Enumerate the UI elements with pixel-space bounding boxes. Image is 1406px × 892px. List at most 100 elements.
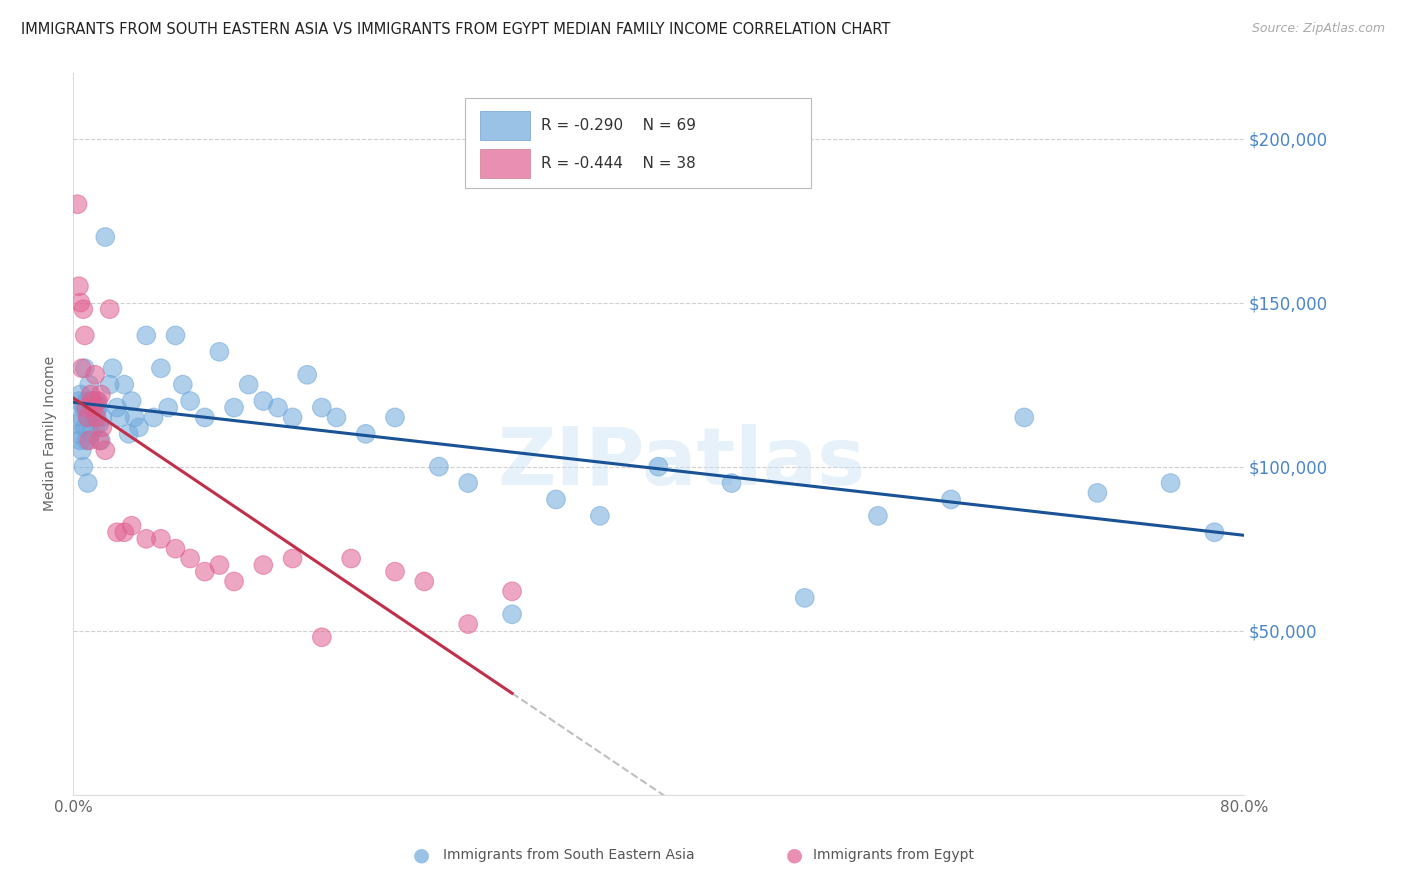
Point	[79, 426, 101, 441]
Point	[83, 401, 105, 415]
Point	[267, 401, 290, 415]
Point	[222, 401, 245, 415]
Point	[281, 410, 304, 425]
FancyBboxPatch shape	[481, 112, 530, 140]
Point	[75, 401, 97, 415]
Point	[413, 574, 436, 589]
Point	[98, 302, 121, 317]
Point	[501, 584, 523, 599]
Point	[252, 394, 274, 409]
Point	[457, 476, 479, 491]
FancyBboxPatch shape	[481, 149, 530, 178]
Point	[67, 394, 90, 409]
Point	[172, 377, 194, 392]
Point	[72, 459, 94, 474]
Point	[297, 368, 319, 382]
Point	[720, 476, 742, 491]
Point	[76, 410, 98, 425]
Point	[179, 551, 201, 566]
Point	[67, 279, 90, 293]
Text: Immigrants from Egypt: Immigrants from Egypt	[813, 847, 974, 862]
Point	[238, 377, 260, 392]
Point	[83, 410, 105, 425]
Point	[194, 565, 217, 579]
Point	[112, 525, 135, 540]
Point	[86, 394, 108, 409]
Point	[66, 197, 89, 211]
Point	[179, 394, 201, 409]
Point	[69, 295, 91, 310]
Point	[544, 492, 567, 507]
Point	[89, 434, 111, 448]
Text: Immigrants from South Eastern Asia: Immigrants from South Eastern Asia	[443, 847, 695, 862]
Point	[76, 476, 98, 491]
Point	[325, 410, 347, 425]
Point	[72, 302, 94, 317]
Point	[65, 417, 87, 431]
Point	[101, 361, 124, 376]
Point	[208, 344, 231, 359]
Point	[77, 377, 100, 392]
Point	[98, 377, 121, 392]
Point	[384, 410, 406, 425]
Point	[79, 401, 101, 415]
Point	[149, 532, 172, 546]
Point	[384, 565, 406, 579]
Point	[1160, 476, 1182, 491]
Text: R = -0.290    N = 69: R = -0.290 N = 69	[541, 118, 696, 133]
Point	[149, 361, 172, 376]
Point	[72, 401, 94, 415]
FancyBboxPatch shape	[465, 98, 811, 188]
Point	[1012, 410, 1035, 425]
Point	[939, 492, 962, 507]
Point	[340, 551, 363, 566]
Point	[281, 551, 304, 566]
Point	[222, 574, 245, 589]
Point	[354, 426, 377, 441]
Point	[70, 443, 93, 458]
Point	[1204, 525, 1226, 540]
Point	[252, 558, 274, 572]
Point	[82, 394, 104, 409]
Text: IMMIGRANTS FROM SOUTH EASTERN ASIA VS IMMIGRANTS FROM EGYPT MEDIAN FAMILY INCOME: IMMIGRANTS FROM SOUTH EASTERN ASIA VS IM…	[21, 22, 890, 37]
Text: ZIPatlas: ZIPatlas	[498, 424, 866, 501]
Point	[793, 591, 815, 605]
Point	[82, 394, 104, 409]
Text: R = -0.444    N = 38: R = -0.444 N = 38	[541, 156, 696, 170]
Point	[311, 630, 333, 644]
Point	[124, 410, 146, 425]
Point	[91, 410, 114, 425]
Point	[589, 508, 612, 523]
Text: ●: ●	[786, 845, 803, 864]
Point	[135, 328, 157, 343]
Point	[118, 426, 141, 441]
Point	[208, 558, 231, 572]
Point	[194, 410, 217, 425]
Point	[501, 607, 523, 622]
Point	[66, 426, 89, 441]
Point	[87, 401, 110, 415]
Point	[89, 417, 111, 431]
Point	[86, 410, 108, 425]
Point	[165, 328, 187, 343]
Point	[69, 387, 91, 401]
Point	[73, 328, 96, 343]
Point	[77, 434, 100, 448]
Point	[112, 377, 135, 392]
Text: ●: ●	[413, 845, 430, 864]
Point	[135, 532, 157, 546]
Point	[90, 387, 112, 401]
Point	[128, 420, 150, 434]
Point	[647, 459, 669, 474]
Point	[69, 434, 91, 448]
Point	[457, 617, 479, 632]
Point	[70, 361, 93, 376]
Point	[121, 394, 143, 409]
Point	[73, 361, 96, 376]
Point	[311, 401, 333, 415]
Point	[94, 443, 117, 458]
Point	[84, 420, 107, 434]
Point	[105, 401, 128, 415]
Point	[1087, 486, 1109, 500]
Point	[121, 518, 143, 533]
